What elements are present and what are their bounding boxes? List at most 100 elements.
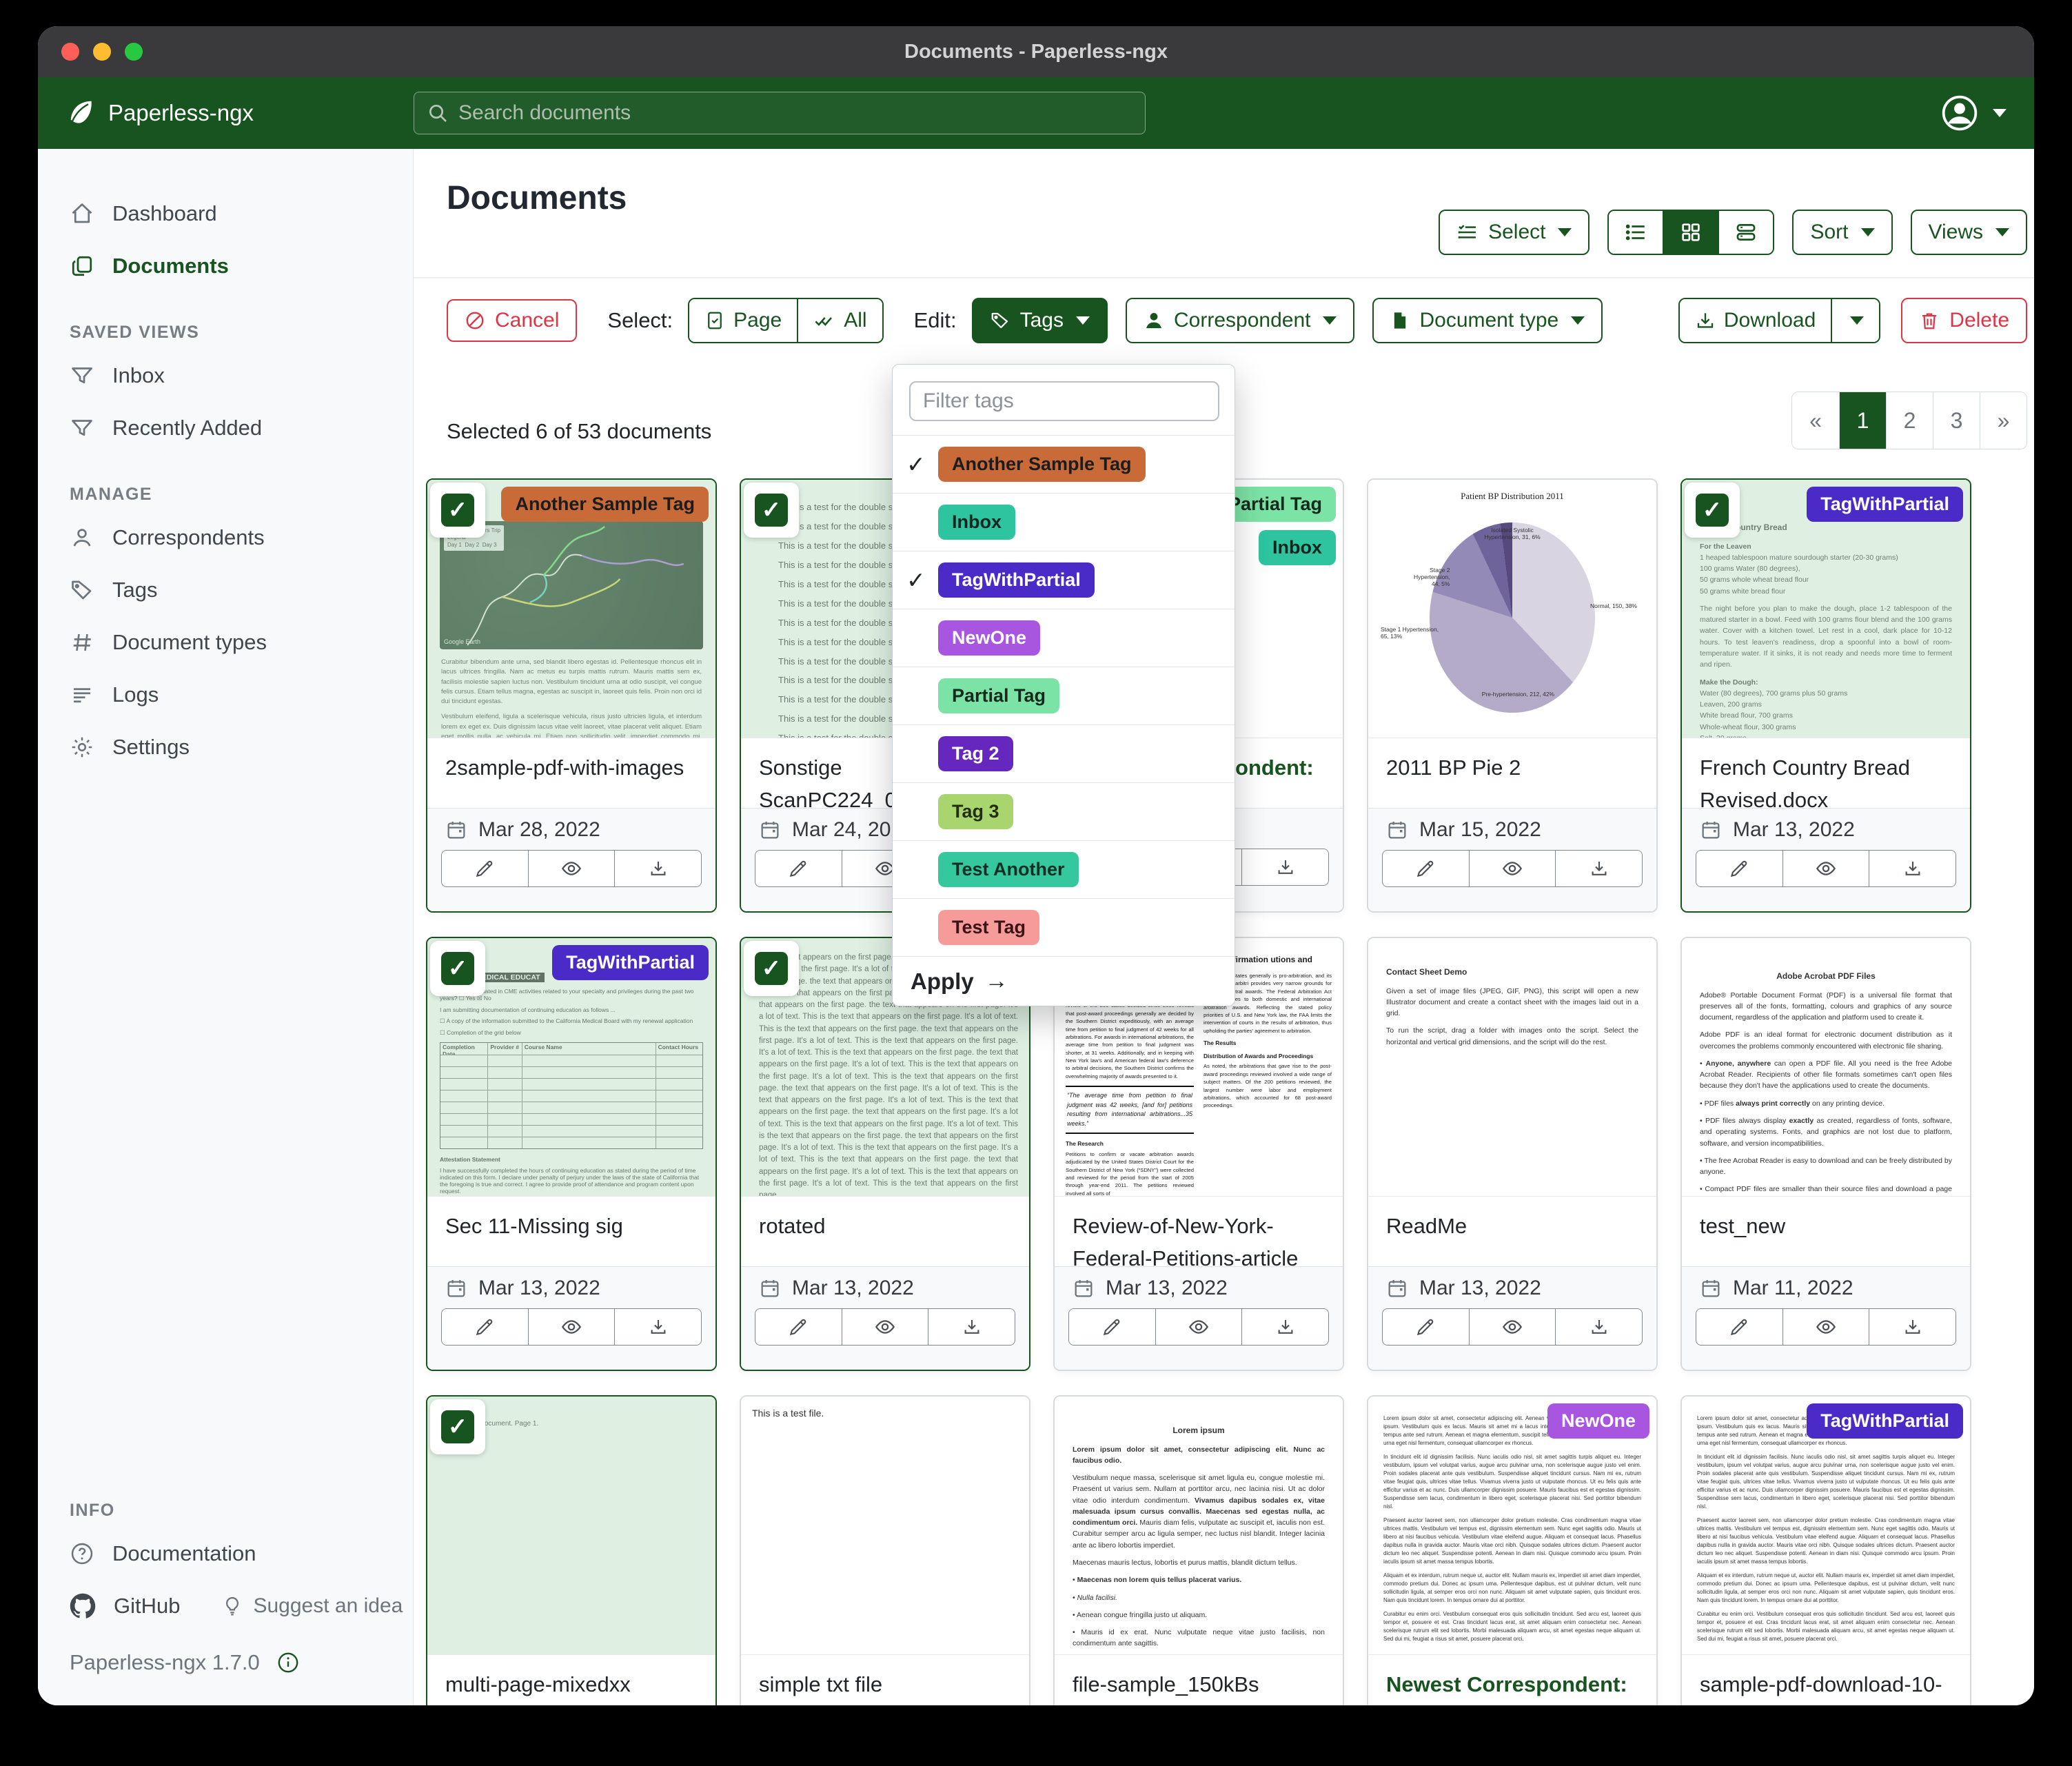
- edit-correspondent-button[interactable]: Correspondent: [1126, 298, 1355, 343]
- view-document-button[interactable]: [1782, 1309, 1869, 1345]
- sidebar-item-correspondents[interactable]: Correspondents: [70, 511, 413, 564]
- tag-option[interactable]: Partial Tag: [893, 667, 1235, 724]
- document-thumbnail-area[interactable]: Contact Sheet Demo Given a set of image f…: [1368, 938, 1656, 1197]
- card-title[interactable]: sample-pdf-download-10-mb-longer-title: [1700, 1672, 1942, 1705]
- apply-tags-button[interactable]: Apply →: [893, 956, 1235, 1006]
- edit-tags-button[interactable]: Tags: [971, 298, 1108, 343]
- edit-document-button[interactable]: [442, 851, 528, 886]
- sidebar-item-settings[interactable]: Settings: [70, 721, 413, 773]
- edit-document-button[interactable]: [1383, 851, 1469, 886]
- sidebar-item-suggest-idea[interactable]: Suggest an idea: [221, 1594, 403, 1618]
- document-thumbnail-area[interactable]: Adobe Acrobat PDF Files Adobe® Portable D…: [1682, 938, 1970, 1197]
- document-checkbox[interactable]: ✓: [430, 483, 485, 538]
- download-document-button[interactable]: [1241, 1309, 1328, 1345]
- search-input[interactable]: [458, 101, 1133, 125]
- tag-pill[interactable]: Another Sample Tag: [501, 487, 709, 522]
- tag-option[interactable]: ✓ Another Sample Tag: [893, 435, 1235, 493]
- download-document-button[interactable]: [614, 1309, 701, 1345]
- card-title[interactable]: 2sample-pdf-with-images: [445, 755, 684, 780]
- pagination-page-2[interactable]: 2: [1886, 392, 1933, 449]
- select-page-button[interactable]: Page: [689, 299, 798, 342]
- view-document-button[interactable]: [1468, 851, 1556, 886]
- close-window-button[interactable]: [61, 43, 79, 61]
- view-document-button[interactable]: [841, 1309, 928, 1345]
- card-correspondent[interactable]: Newest Correspondent:: [1386, 1672, 1627, 1696]
- download-document-button[interactable]: [1555, 851, 1642, 886]
- tag-pill[interactable]: NewOne: [1547, 1403, 1649, 1439]
- info-circle-icon[interactable]: [276, 1651, 300, 1674]
- views-dropdown-button[interactable]: Views: [1910, 210, 2027, 255]
- download-options-button[interactable]: [1831, 299, 1880, 342]
- document-checkbox[interactable]: ✓: [744, 483, 799, 538]
- download-document-button[interactable]: [614, 851, 701, 886]
- document-checkbox[interactable]: ✓: [430, 1399, 485, 1454]
- sidebar-item-documentation[interactable]: Documentation: [70, 1528, 413, 1580]
- card-title[interactable]: multi-page-mixedxx: [445, 1672, 631, 1696]
- document-thumbnail-area[interactable]: This is a test file.: [741, 1397, 1029, 1655]
- cancel-button[interactable]: Cancel: [447, 299, 578, 342]
- document-thumbnail-area[interactable]: Lorem ipsum dolor sit amet, consectetur …: [1368, 1397, 1656, 1655]
- download-document-button[interactable]: [1241, 849, 1328, 885]
- document-checkbox[interactable]: ✓: [1685, 483, 1740, 538]
- tag-option[interactable]: Tag 3: [893, 782, 1235, 840]
- card-title[interactable]: Newest Correspondent: f_combineds: [1368, 1655, 1656, 1705]
- card-title[interactable]: rotated: [759, 1214, 826, 1238]
- delete-button[interactable]: Delete: [1901, 298, 2027, 343]
- document-checkbox[interactable]: ✓: [744, 941, 799, 996]
- maximize-window-button[interactable]: [125, 43, 143, 61]
- pagination-next-button[interactable]: »: [1980, 392, 2027, 449]
- tag-pill[interactable]: TagWithPartial: [1807, 1403, 1963, 1439]
- document-thumbnail-area[interactable]: Boundary Waters TripLegendDay 1 Day 2 Da…: [427, 480, 715, 738]
- filter-tags-input[interactable]: [909, 381, 1219, 421]
- sidebar-item-github[interactable]: GitHub: [70, 1580, 180, 1632]
- view-document-button[interactable]: [1468, 1309, 1556, 1345]
- card-title[interactable]: French Country Bread Revised.docx: [1700, 755, 1910, 811]
- card-title[interactable]: Sec 11-Missing sig: [445, 1214, 623, 1238]
- edit-document-button[interactable]: [1383, 1309, 1469, 1345]
- document-thumbnail-area[interactable]: a multi page document. Page 1. ✓: [427, 1397, 715, 1655]
- sidebar-item-document-types[interactable]: Document types: [70, 616, 413, 669]
- edit-document-button[interactable]: [1069, 1309, 1155, 1345]
- document-checkbox[interactable]: ✓: [430, 941, 485, 996]
- sidebar-item-logs[interactable]: Logs: [70, 669, 413, 721]
- document-thumbnail-area[interactable]: Lorem ipsum dolor sit amet, consectetur …: [1682, 1397, 1970, 1655]
- document-thumbnail-area[interactable]: TINUING MEDICAL EDUCAT Have you participa…: [427, 938, 715, 1197]
- select-all-button[interactable]: All: [797, 299, 882, 342]
- card-title[interactable]: Review-of-New-York-Federal-Petitions-art…: [1073, 1214, 1299, 1269]
- card-title[interactable]: test_new: [1700, 1214, 1786, 1238]
- pagination-prev-button[interactable]: «: [1792, 392, 1839, 449]
- tag-pill[interactable]: Inbox: [1259, 530, 1336, 565]
- minimize-window-button[interactable]: [93, 43, 111, 61]
- view-document-button[interactable]: [527, 1309, 615, 1345]
- sidebar-item-recently-added[interactable]: Recently Added: [70, 402, 413, 454]
- view-document-button[interactable]: [527, 851, 615, 886]
- download-button[interactable]: Download: [1679, 299, 1831, 342]
- download-document-button[interactable]: [1869, 1309, 1956, 1345]
- edit-document-button[interactable]: [442, 1309, 528, 1345]
- pagination-page-1[interactable]: 1: [1839, 392, 1886, 449]
- user-menu[interactable]: [1940, 94, 2007, 132]
- download-document-button[interactable]: [1555, 1309, 1642, 1345]
- tag-pill[interactable]: TagWithPartial: [552, 945, 709, 980]
- view-mode-grid-button[interactable]: [1663, 211, 1718, 254]
- sidebar-item-tags[interactable]: Tags: [70, 564, 413, 616]
- tag-option[interactable]: NewOne: [893, 609, 1235, 667]
- tag-pill[interactable]: TagWithPartial: [1807, 487, 1963, 522]
- tag-option[interactable]: Test Tag: [893, 898, 1235, 956]
- tag-option[interactable]: ✓ TagWithPartial: [893, 551, 1235, 609]
- document-thumbnail-area[interactable]: Lorem ipsum Lorem ipsum dolor sit amet, c…: [1055, 1397, 1343, 1655]
- card-title[interactable]: 2011 BP Pie 2: [1386, 755, 1521, 780]
- view-mode-list-button[interactable]: [1609, 211, 1663, 254]
- tag-option[interactable]: Test Another: [893, 840, 1235, 898]
- document-thumbnail-area[interactable]: French Country Bread For the Leaven 1 heap…: [1682, 480, 1970, 738]
- sidebar-item-documents[interactable]: Documents: [70, 240, 413, 292]
- card-title[interactable]: file-sample_150kBs: [1073, 1672, 1259, 1696]
- view-document-button[interactable]: [1782, 851, 1869, 886]
- pagination-page-3[interactable]: 3: [1933, 392, 1980, 449]
- download-document-button[interactable]: [928, 1309, 1015, 1345]
- view-mode-detail-button[interactable]: [1718, 211, 1774, 254]
- edit-document-button[interactable]: [755, 851, 842, 886]
- tag-option[interactable]: Inbox: [893, 493, 1235, 551]
- card-title[interactable]: simple txt file: [759, 1672, 883, 1696]
- edit-document-button[interactable]: [1696, 851, 1782, 886]
